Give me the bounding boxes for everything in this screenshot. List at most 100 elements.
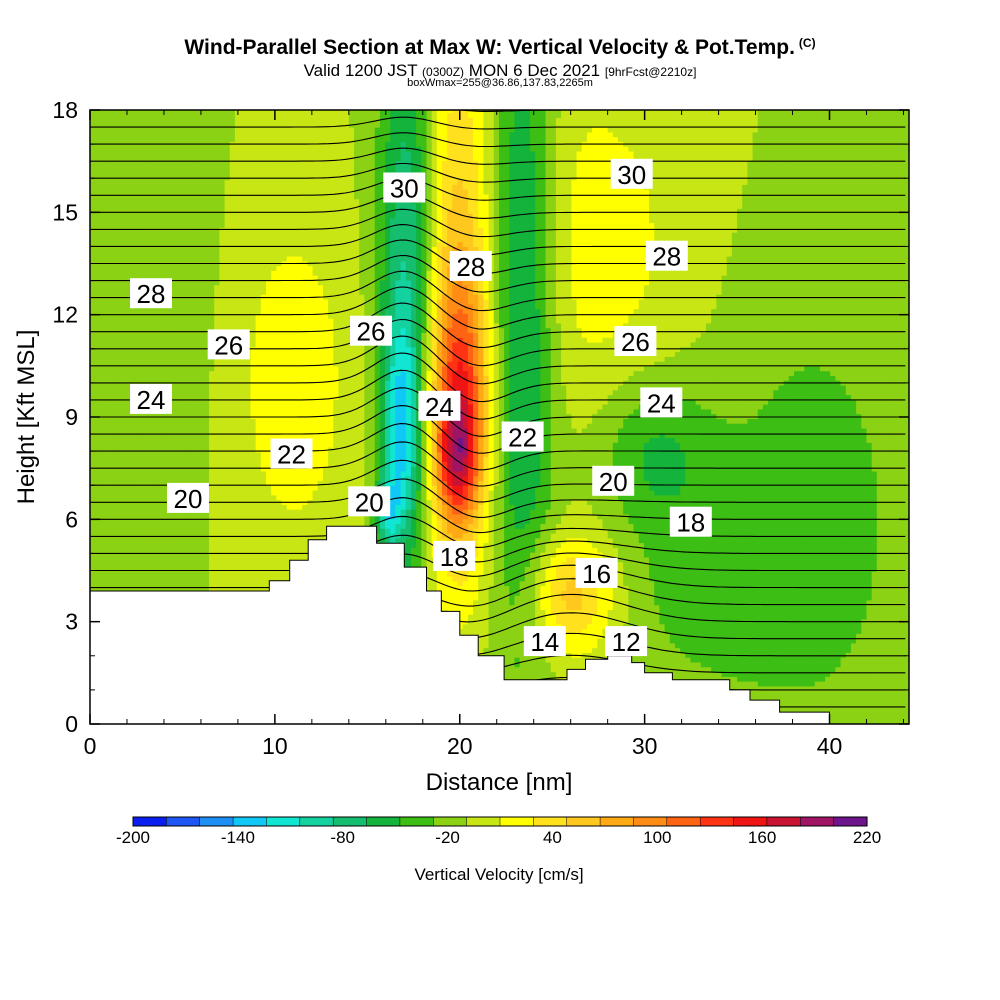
velocity-cell — [276, 427, 283, 434]
velocity-cell — [255, 365, 262, 372]
velocity-cell — [121, 203, 127, 209]
velocity-cell — [219, 413, 226, 419]
velocity-cell — [105, 165, 112, 171]
velocity-cell — [245, 480, 252, 486]
velocity-cell — [162, 213, 169, 219]
velocity-cell — [214, 365, 221, 372]
velocity-cell — [266, 110, 272, 114]
velocity-cell — [203, 571, 210, 577]
velocity-cell — [219, 170, 226, 176]
velocity-cell — [110, 585, 117, 591]
velocity-cell — [255, 532, 262, 539]
velocity-cell — [219, 131, 226, 138]
velocity-cell — [90, 179, 96, 185]
velocity-cell — [146, 122, 153, 128]
velocity-cell — [224, 110, 231, 114]
velocity-cell — [100, 561, 107, 568]
velocity-cell — [276, 480, 283, 486]
velocity-cell — [229, 504, 236, 510]
velocity-cell — [115, 110, 122, 114]
velocity-cell — [214, 456, 221, 462]
velocity-cell — [183, 179, 189, 185]
velocity-cell — [136, 370, 143, 376]
velocity-cell — [146, 174, 153, 181]
velocity-cell — [203, 117, 210, 123]
velocity-cell — [110, 313, 117, 319]
velocity-cell — [115, 213, 122, 219]
velocity-cell — [193, 246, 200, 252]
velocity-cell — [162, 427, 169, 434]
velocity-cell — [183, 251, 189, 257]
velocity-cell — [157, 222, 164, 228]
velocity-cell — [271, 279, 277, 286]
velocity-cell — [260, 193, 267, 200]
velocity-cell — [172, 566, 179, 572]
velocity-cell — [162, 490, 169, 496]
velocity-cell — [110, 509, 117, 515]
velocity-cell — [188, 513, 195, 520]
velocity-cell — [100, 351, 107, 357]
velocity-cell — [266, 222, 272, 228]
velocity-cell — [167, 127, 174, 133]
velocity-cell — [250, 375, 257, 381]
velocity-cell — [131, 227, 138, 233]
velocity-cell — [193, 217, 200, 224]
velocity-cell — [178, 179, 184, 185]
velocity-cell — [276, 566, 283, 572]
velocity-cell — [90, 461, 96, 467]
velocity-cell — [172, 208, 179, 214]
velocity-cell — [219, 275, 226, 281]
velocity-cell — [167, 423, 174, 429]
velocity-cell — [203, 165, 210, 171]
velocity-cell — [188, 127, 195, 133]
velocity-cell — [260, 303, 267, 310]
velocity-cell — [141, 213, 148, 219]
velocity-cell — [162, 418, 169, 424]
velocity-cell — [281, 198, 288, 205]
velocity-cell — [193, 556, 200, 563]
velocity-cell — [234, 227, 241, 233]
velocity-cell — [95, 337, 101, 343]
velocity-cell — [115, 413, 122, 419]
velocity-cell — [152, 456, 158, 462]
velocity-cell — [229, 389, 236, 396]
velocity-cell — [198, 251, 205, 257]
velocity-cell — [131, 110, 138, 114]
velocity-cell — [110, 193, 117, 200]
velocity-cell — [203, 284, 210, 291]
velocity-cell — [136, 127, 143, 133]
velocity-cell — [90, 165, 96, 171]
velocity-cell — [250, 227, 257, 233]
velocity-cell — [255, 351, 262, 357]
velocity-cell — [219, 284, 226, 291]
velocity-cell — [271, 193, 277, 200]
velocity-cell — [95, 408, 101, 415]
velocity-cell — [260, 155, 267, 162]
velocity-cell — [141, 427, 148, 434]
velocity-cell — [90, 322, 96, 329]
velocity-cell — [146, 566, 153, 572]
velocity-cell — [178, 327, 184, 334]
velocity-cell — [115, 585, 122, 591]
velocity-cell — [260, 384, 267, 391]
velocity-cell — [100, 270, 107, 276]
velocity-cell — [266, 193, 272, 200]
velocity-cell — [183, 112, 189, 119]
velocity-cell — [276, 294, 283, 300]
velocity-cell — [255, 174, 262, 181]
velocity-cell — [240, 547, 246, 553]
velocity-cell — [105, 571, 112, 577]
velocity-cell — [255, 370, 262, 376]
velocity-cell — [219, 361, 226, 367]
velocity-cell — [271, 537, 277, 544]
velocity-cell — [203, 461, 210, 467]
velocity-cell — [136, 160, 143, 166]
velocity-cell — [250, 356, 257, 362]
velocity-cell — [240, 490, 246, 496]
velocity-cell — [271, 542, 277, 548]
velocity-cell — [219, 227, 226, 233]
velocity-cell — [271, 365, 277, 372]
velocity-cell — [146, 232, 153, 238]
velocity-cell — [219, 456, 226, 462]
velocity-cell — [219, 122, 226, 128]
